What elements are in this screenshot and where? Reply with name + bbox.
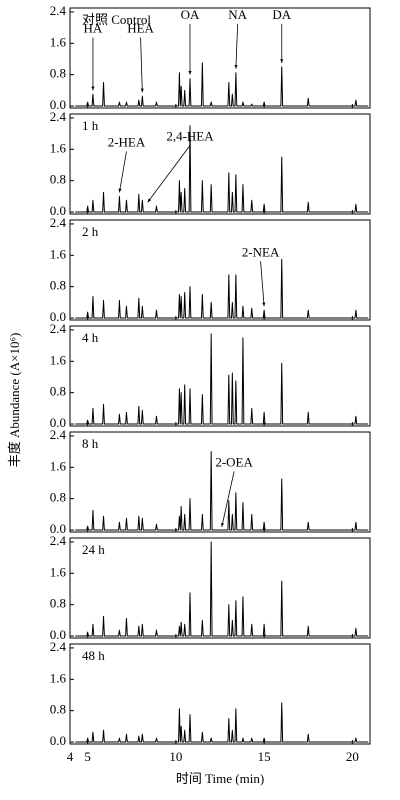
y-tick-label: 2.4 bbox=[50, 427, 67, 442]
panel-frame bbox=[69, 431, 371, 533]
x-tick-label: 20 bbox=[346, 749, 359, 764]
y-tick-label: 1.6 bbox=[50, 458, 67, 473]
y-axis-label: 丰度 Abundance (A×10⁶) bbox=[7, 333, 22, 468]
panel-frame bbox=[69, 7, 371, 109]
peak-annotation: 2,4-HEA bbox=[166, 129, 214, 144]
panel-frame bbox=[69, 113, 371, 215]
annotation-arrow bbox=[235, 23, 239, 69]
y-tick-label: 0.8 bbox=[50, 172, 66, 187]
peak-annotation: DA bbox=[272, 7, 291, 22]
arrow-head bbox=[147, 198, 152, 203]
y-tick-label: 0.8 bbox=[50, 596, 66, 611]
y-tick-label: 0.0 bbox=[50, 521, 66, 536]
y-tick-label: 1.6 bbox=[50, 352, 67, 367]
chromatogram-trace bbox=[75, 333, 369, 425]
y-tick-label: 0.0 bbox=[50, 733, 66, 748]
x-tick-label: 5 bbox=[84, 749, 91, 764]
x-tick-label: 10 bbox=[169, 749, 182, 764]
y-tick-label: 1.6 bbox=[50, 140, 67, 155]
y-tick-label: 0.8 bbox=[50, 490, 66, 505]
panel-frame bbox=[69, 537, 371, 639]
y-tick-label: 2.4 bbox=[50, 3, 67, 18]
x-tick-label: 15 bbox=[258, 749, 271, 764]
y-tick-label: 0.0 bbox=[50, 203, 66, 218]
y-tick-label: 2.4 bbox=[50, 109, 67, 124]
arrow-head bbox=[234, 65, 238, 69]
chromatogram-trace bbox=[75, 62, 369, 107]
panel-label: 1 h bbox=[82, 118, 99, 133]
panel-label: 2 h bbox=[82, 224, 99, 239]
y-tick-label: 2.4 bbox=[50, 321, 67, 336]
y-tick-label: 1.6 bbox=[50, 564, 67, 579]
arrow-head bbox=[118, 188, 122, 193]
peak-annotation: OA bbox=[181, 7, 200, 22]
y-tick-label: 0.0 bbox=[50, 309, 66, 324]
panel-label: 24 h bbox=[82, 542, 105, 557]
y-tick-label: 0.0 bbox=[50, 415, 66, 430]
panel-frame bbox=[69, 325, 371, 427]
y-tick-label: 2.4 bbox=[50, 215, 67, 230]
y-tick-label: 2.4 bbox=[50, 639, 67, 654]
x-tick-label: 4 bbox=[67, 749, 74, 764]
y-tick-label: 0.8 bbox=[50, 384, 66, 399]
panel-label: 4 h bbox=[82, 330, 99, 345]
y-tick-label: 1.6 bbox=[50, 246, 67, 261]
annotation-arrow bbox=[147, 145, 191, 203]
peak-annotation: NA bbox=[228, 7, 247, 22]
chromatogram-trace bbox=[75, 258, 369, 319]
y-tick-label: 0.0 bbox=[50, 97, 66, 112]
panel-frame bbox=[69, 643, 371, 745]
arrow-head bbox=[262, 302, 266, 307]
peak-annotation: 2-NEA bbox=[242, 244, 280, 259]
arrow-head bbox=[140, 88, 144, 93]
y-tick-label: 0.0 bbox=[50, 627, 66, 642]
annotation-arrow bbox=[260, 261, 265, 307]
y-tick-label: 1.6 bbox=[50, 670, 67, 685]
panel-label: 对照 Control bbox=[82, 12, 151, 27]
panel-label: 48 h bbox=[82, 648, 105, 663]
arrow-head bbox=[221, 522, 225, 527]
arrow-head bbox=[188, 70, 192, 75]
x-axis-label: 时间 Time (min) bbox=[176, 771, 264, 786]
y-tick-label: 0.8 bbox=[50, 278, 66, 293]
y-tick-label: 0.8 bbox=[50, 702, 66, 717]
y-tick-label: 1.6 bbox=[50, 34, 67, 49]
chromatogram-trace bbox=[75, 451, 369, 531]
peak-annotation: 2-OEA bbox=[215, 454, 253, 469]
chromatogram-trace bbox=[75, 702, 369, 743]
y-tick-label: 0.8 bbox=[50, 66, 66, 81]
panel-label: 8 h bbox=[82, 436, 99, 451]
arrow-head bbox=[280, 59, 284, 63]
arrow-head bbox=[91, 86, 95, 91]
panel-frame bbox=[69, 219, 371, 321]
annotation-arrow bbox=[119, 151, 127, 193]
peak-annotation: HA bbox=[84, 21, 103, 36]
peak-annotation: HEA bbox=[127, 21, 154, 36]
annotation-arrow bbox=[140, 37, 143, 93]
chromatogram-trace bbox=[75, 125, 369, 213]
annotation-arrow bbox=[221, 471, 235, 527]
chromatogram-trace bbox=[75, 541, 369, 637]
y-tick-label: 2.4 bbox=[50, 533, 67, 548]
peak-annotation: 2-HEA bbox=[108, 134, 146, 149]
arrow-head bbox=[188, 137, 192, 142]
